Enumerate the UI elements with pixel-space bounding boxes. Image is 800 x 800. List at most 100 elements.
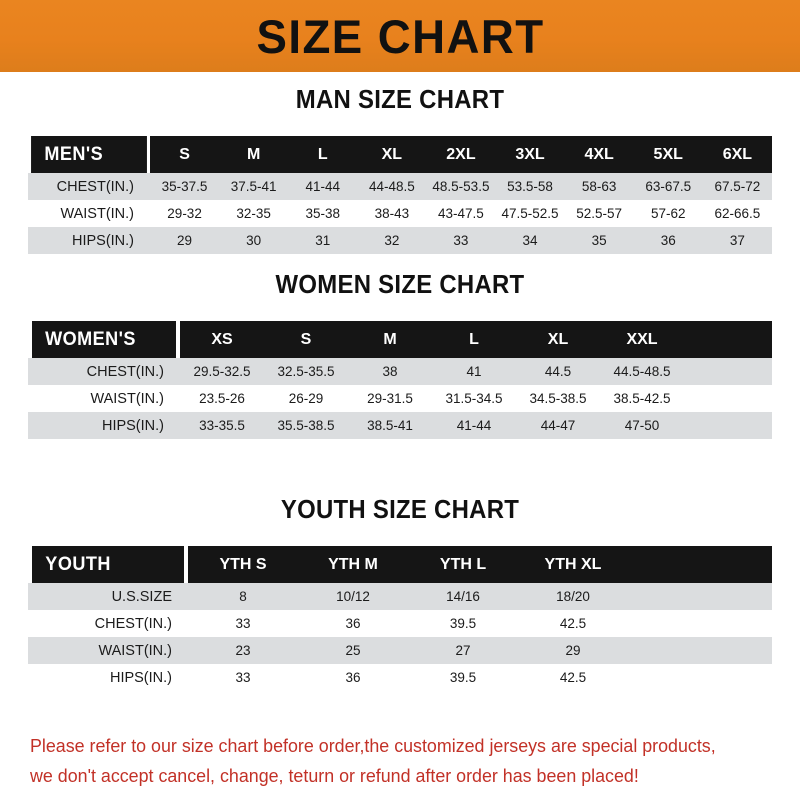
man-size-col-1: M bbox=[219, 136, 289, 173]
youth-row-1-cell-2: 39.5 bbox=[408, 610, 518, 637]
youth-row-0-cell-3: 18/20 bbox=[518, 583, 628, 610]
man-section-title: MAN SIZE CHART bbox=[295, 84, 505, 114]
women-row-0-cell-0: 29.5-32.5 bbox=[180, 358, 264, 385]
women-row-0-label: CHEST(IN.) bbox=[28, 358, 180, 385]
table-row: CHEST(IN.) 35-37.5 37.5-41 41-44 44-48.5… bbox=[28, 173, 772, 200]
youth-row-2-cell-2: 27 bbox=[408, 637, 518, 664]
man-size-col-6: 4XL bbox=[564, 136, 634, 173]
women-table-header-row: WOMEN'S XS S M L XL XXL bbox=[28, 321, 772, 358]
youth-size-col-0: YTH S bbox=[188, 546, 298, 583]
women-row-2-spacer bbox=[684, 412, 772, 439]
women-row-2-cell-1: 35.5-38.5 bbox=[264, 412, 348, 439]
man-table-header-row: MEN'S S M L XL 2XL 3XL 4XL 5XL 6XL bbox=[28, 136, 772, 173]
table-row: HIPS(IN.) 29 30 31 32 33 34 35 36 37 bbox=[28, 227, 772, 254]
youth-row-3-cell-3: 42.5 bbox=[518, 664, 628, 691]
women-size-col-4: XL bbox=[516, 321, 600, 358]
man-row-0-cell-8: 67.5-72 bbox=[702, 173, 772, 200]
man-row-1-label: WAIST(IN.) bbox=[28, 200, 151, 227]
women-row-0-cell-4: 44.5 bbox=[516, 358, 600, 385]
youth-size-table: YOUTH YTH S YTH M YTH L YTH XL U.S.SIZE … bbox=[28, 546, 772, 691]
women-header-spacer bbox=[684, 321, 772, 358]
man-size-col-5: 3XL bbox=[495, 136, 565, 173]
man-row-1-cell-1: 32-35 bbox=[219, 200, 289, 227]
table-row: HIPS(IN.) 33-35.5 35.5-38.5 38.5-41 41-4… bbox=[28, 412, 772, 439]
women-row-2-cell-0: 33-35.5 bbox=[180, 412, 264, 439]
youth-row-1-cell-0: 33 bbox=[188, 610, 298, 637]
man-row-1-cell-2: 35-38 bbox=[288, 200, 358, 227]
women-row-2-cell-4: 44-47 bbox=[516, 412, 600, 439]
man-row-2-cell-5: 34 bbox=[495, 227, 565, 254]
man-row-1-cell-6: 52.5-57 bbox=[564, 200, 634, 227]
women-row-2-cell-3: 41-44 bbox=[432, 412, 516, 439]
man-row-2-label: HIPS(IN.) bbox=[28, 227, 151, 254]
youth-row-1-spacer bbox=[628, 610, 772, 637]
youth-header-spacer bbox=[628, 546, 772, 583]
youth-size-col-2: YTH L bbox=[408, 546, 518, 583]
women-size-col-0: XS bbox=[180, 321, 264, 358]
youth-row-3-cell-0: 33 bbox=[188, 664, 298, 691]
women-size-col-5: XXL bbox=[600, 321, 684, 358]
youth-row-3-label: HIPS(IN.) bbox=[28, 664, 188, 691]
women-row-1-cell-4: 34.5-38.5 bbox=[516, 385, 600, 412]
man-row-2-cell-7: 36 bbox=[633, 227, 703, 254]
man-size-col-2: L bbox=[288, 136, 358, 173]
youth-row-2-cell-3: 29 bbox=[518, 637, 628, 664]
youth-row-0-label: U.S.SIZE bbox=[28, 583, 188, 610]
youth-header-label: YOUTH bbox=[32, 546, 184, 583]
man-row-2-cell-1: 30 bbox=[219, 227, 289, 254]
table-row: WAIST(IN.) 23.5-26 26-29 29-31.5 31.5-34… bbox=[28, 385, 772, 412]
man-row-1-cell-7: 57-62 bbox=[633, 200, 703, 227]
man-header-label: MEN'S bbox=[31, 136, 147, 173]
youth-row-3-cell-1: 36 bbox=[298, 664, 408, 691]
table-row: WAIST(IN.) 29-32 32-35 35-38 38-43 43-47… bbox=[28, 200, 772, 227]
man-row-0-cell-1: 37.5-41 bbox=[219, 173, 289, 200]
youth-row-2-label: WAIST(IN.) bbox=[28, 637, 188, 664]
women-row-1-cell-2: 29-31.5 bbox=[348, 385, 432, 412]
women-row-0-spacer bbox=[684, 358, 772, 385]
man-row-1-cell-0: 29-32 bbox=[150, 200, 220, 227]
man-row-0-cell-2: 41-44 bbox=[288, 173, 358, 200]
women-row-1-cell-5: 38.5-42.5 bbox=[600, 385, 684, 412]
table-row: U.S.SIZE 8 10/12 14/16 18/20 bbox=[28, 583, 772, 610]
page-title: SIZE CHART bbox=[255, 9, 545, 63]
youth-row-1-cell-3: 42.5 bbox=[518, 610, 628, 637]
table-row: CHEST(IN.) 29.5-32.5 32.5-35.5 38 41 44.… bbox=[28, 358, 772, 385]
women-size-col-3: L bbox=[432, 321, 516, 358]
women-size-col-2: M bbox=[348, 321, 432, 358]
women-size-col-1: S bbox=[264, 321, 348, 358]
disclaimer-text: Please refer to our size chart before or… bbox=[30, 731, 752, 791]
youth-size-col-3: YTH XL bbox=[518, 546, 628, 583]
man-size-col-4: 2XL bbox=[426, 136, 496, 173]
man-row-1-cell-3: 38-43 bbox=[357, 200, 427, 227]
disclaimer-line-1: Please refer to our size chart before or… bbox=[30, 735, 716, 756]
man-row-2-cell-0: 29 bbox=[150, 227, 220, 254]
women-row-0-cell-5: 44.5-48.5 bbox=[600, 358, 684, 385]
man-row-1-cell-8: 62-66.5 bbox=[702, 200, 772, 227]
women-header-label: WOMEN'S bbox=[31, 321, 177, 358]
women-section-title: WOMEN SIZE CHART bbox=[275, 269, 525, 299]
man-row-2-cell-4: 33 bbox=[426, 227, 496, 254]
man-size-col-0: S bbox=[150, 136, 220, 173]
women-size-table: WOMEN'S XS S M L XL XXL CHEST(IN.) 29.5-… bbox=[28, 321, 772, 439]
man-row-2-cell-8: 37 bbox=[702, 227, 772, 254]
youth-row-0-cell-2: 14/16 bbox=[408, 583, 518, 610]
youth-row-3-cell-2: 39.5 bbox=[408, 664, 518, 691]
man-row-0-cell-0: 35-37.5 bbox=[150, 173, 220, 200]
women-row-2-label: HIPS(IN.) bbox=[28, 412, 180, 439]
man-row-1-cell-4: 43-47.5 bbox=[426, 200, 496, 227]
man-row-0-cell-6: 58-63 bbox=[564, 173, 634, 200]
man-row-2-cell-6: 35 bbox=[564, 227, 634, 254]
man-size-table: MEN'S S M L XL 2XL 3XL 4XL 5XL 6XL CHEST… bbox=[28, 136, 772, 254]
man-row-2-cell-2: 31 bbox=[288, 227, 358, 254]
man-row-0-cell-3: 44-48.5 bbox=[357, 173, 427, 200]
youth-row-1-label: CHEST(IN.) bbox=[28, 610, 188, 637]
youth-row-0-cell-0: 8 bbox=[188, 583, 298, 610]
youth-section-title: YOUTH SIZE CHART bbox=[280, 494, 520, 524]
table-row: WAIST(IN.) 23 25 27 29 bbox=[28, 637, 772, 664]
table-row: HIPS(IN.) 33 36 39.5 42.5 bbox=[28, 664, 772, 691]
man-size-col-8: 6XL bbox=[702, 136, 772, 173]
disclaimer-line-2: we don't accept cancel, change, teturn o… bbox=[30, 765, 639, 787]
youth-row-2-cell-0: 23 bbox=[188, 637, 298, 664]
youth-row-2-cell-1: 25 bbox=[298, 637, 408, 664]
